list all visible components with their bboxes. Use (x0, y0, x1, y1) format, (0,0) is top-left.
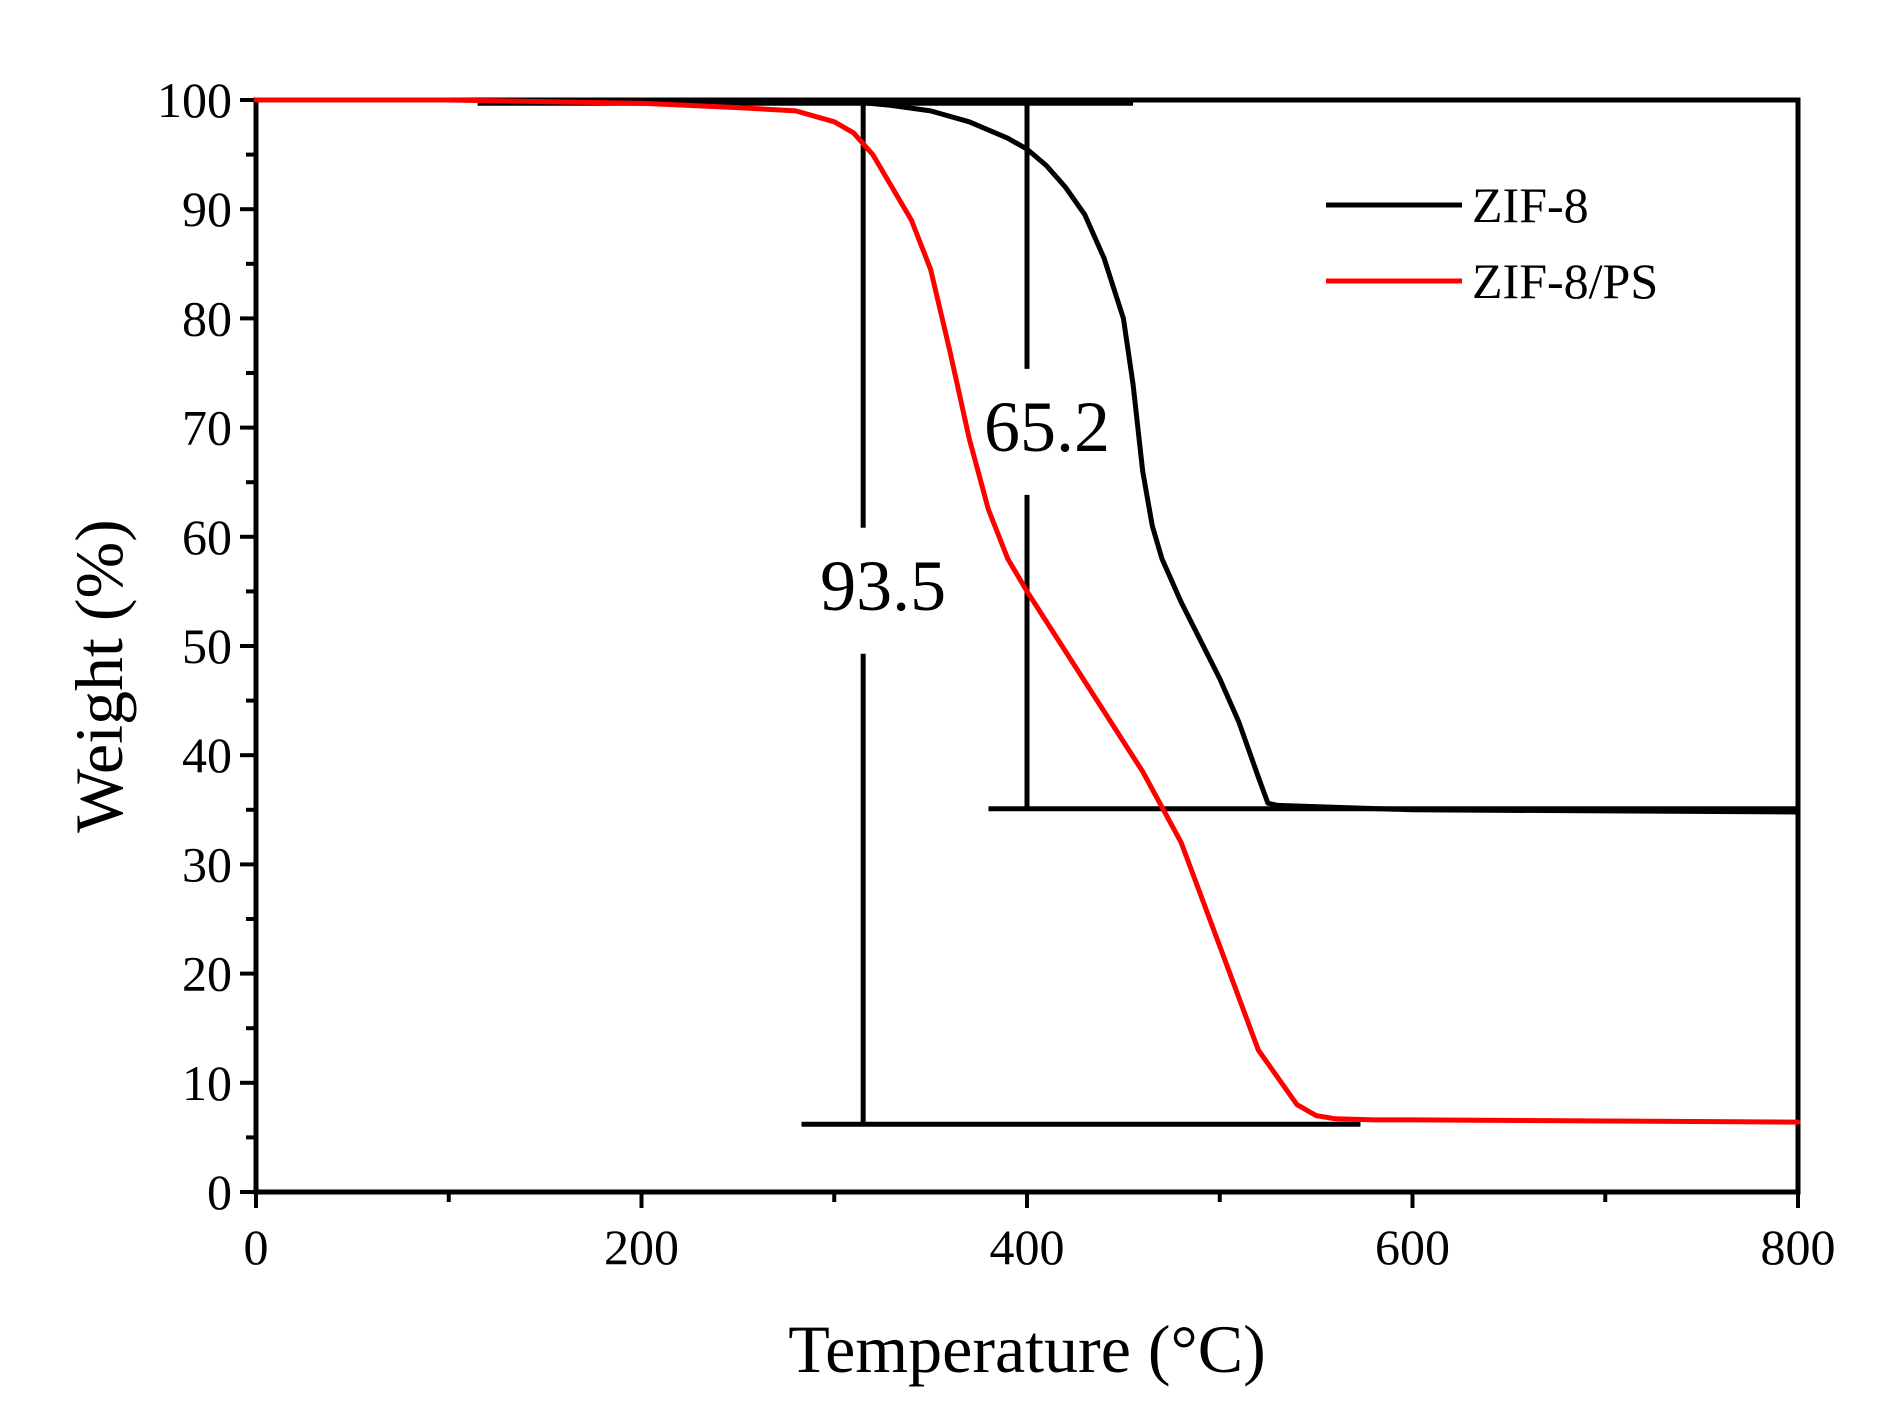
y-tick-label: 0 (207, 1164, 232, 1220)
x-tick-label: 0 (244, 1219, 269, 1275)
series-group (253, 97, 1801, 1125)
x-tick-label: 200 (604, 1219, 679, 1275)
y-tick-label: 100 (157, 72, 232, 128)
y-axis-tick-labels: 0 10 20 30 40 50 60 70 80 90 100 (157, 72, 232, 1220)
y-tick-label: 80 (182, 290, 232, 346)
y-tick-label: 30 (182, 836, 232, 892)
y-tick-label: 10 (182, 1055, 232, 1111)
x-tick-label: 400 (990, 1219, 1065, 1275)
x-axis-title: Temperature (°C) (788, 1311, 1265, 1387)
legend: ZIF-8 ZIF-8/PS (1326, 177, 1658, 309)
x-axis-tick-labels: 0 200 400 600 800 (244, 1219, 1836, 1275)
y-tick-label: 40 (182, 727, 232, 783)
y-axis-title: Weight (%) (61, 519, 137, 833)
y-tick-label: 50 (182, 618, 232, 674)
annotation-65-2-label: 65.2 (984, 387, 1110, 467)
series-line-zif-8-ps (253, 97, 1801, 1125)
y-tick-label: 70 (182, 400, 232, 456)
legend-label-zif8-ps: ZIF-8/PS (1472, 253, 1658, 309)
y-tick-label: 90 (182, 181, 232, 237)
legend-label-zif8: ZIF-8 (1472, 177, 1589, 233)
y-axis-ticks (240, 98, 256, 1194)
x-tick-label: 600 (1375, 1219, 1450, 1275)
x-axis-ticks (254, 1192, 1800, 1208)
annotation-93-5-label: 93.5 (820, 546, 946, 626)
y-tick-label: 20 (182, 946, 232, 1002)
series-line-zif-8 (253, 97, 1801, 815)
y-tick-label: 60 (182, 509, 232, 565)
annotation-group: 65.2 93.5 (477, 98, 1798, 1127)
x-tick-label: 800 (1761, 1219, 1836, 1275)
